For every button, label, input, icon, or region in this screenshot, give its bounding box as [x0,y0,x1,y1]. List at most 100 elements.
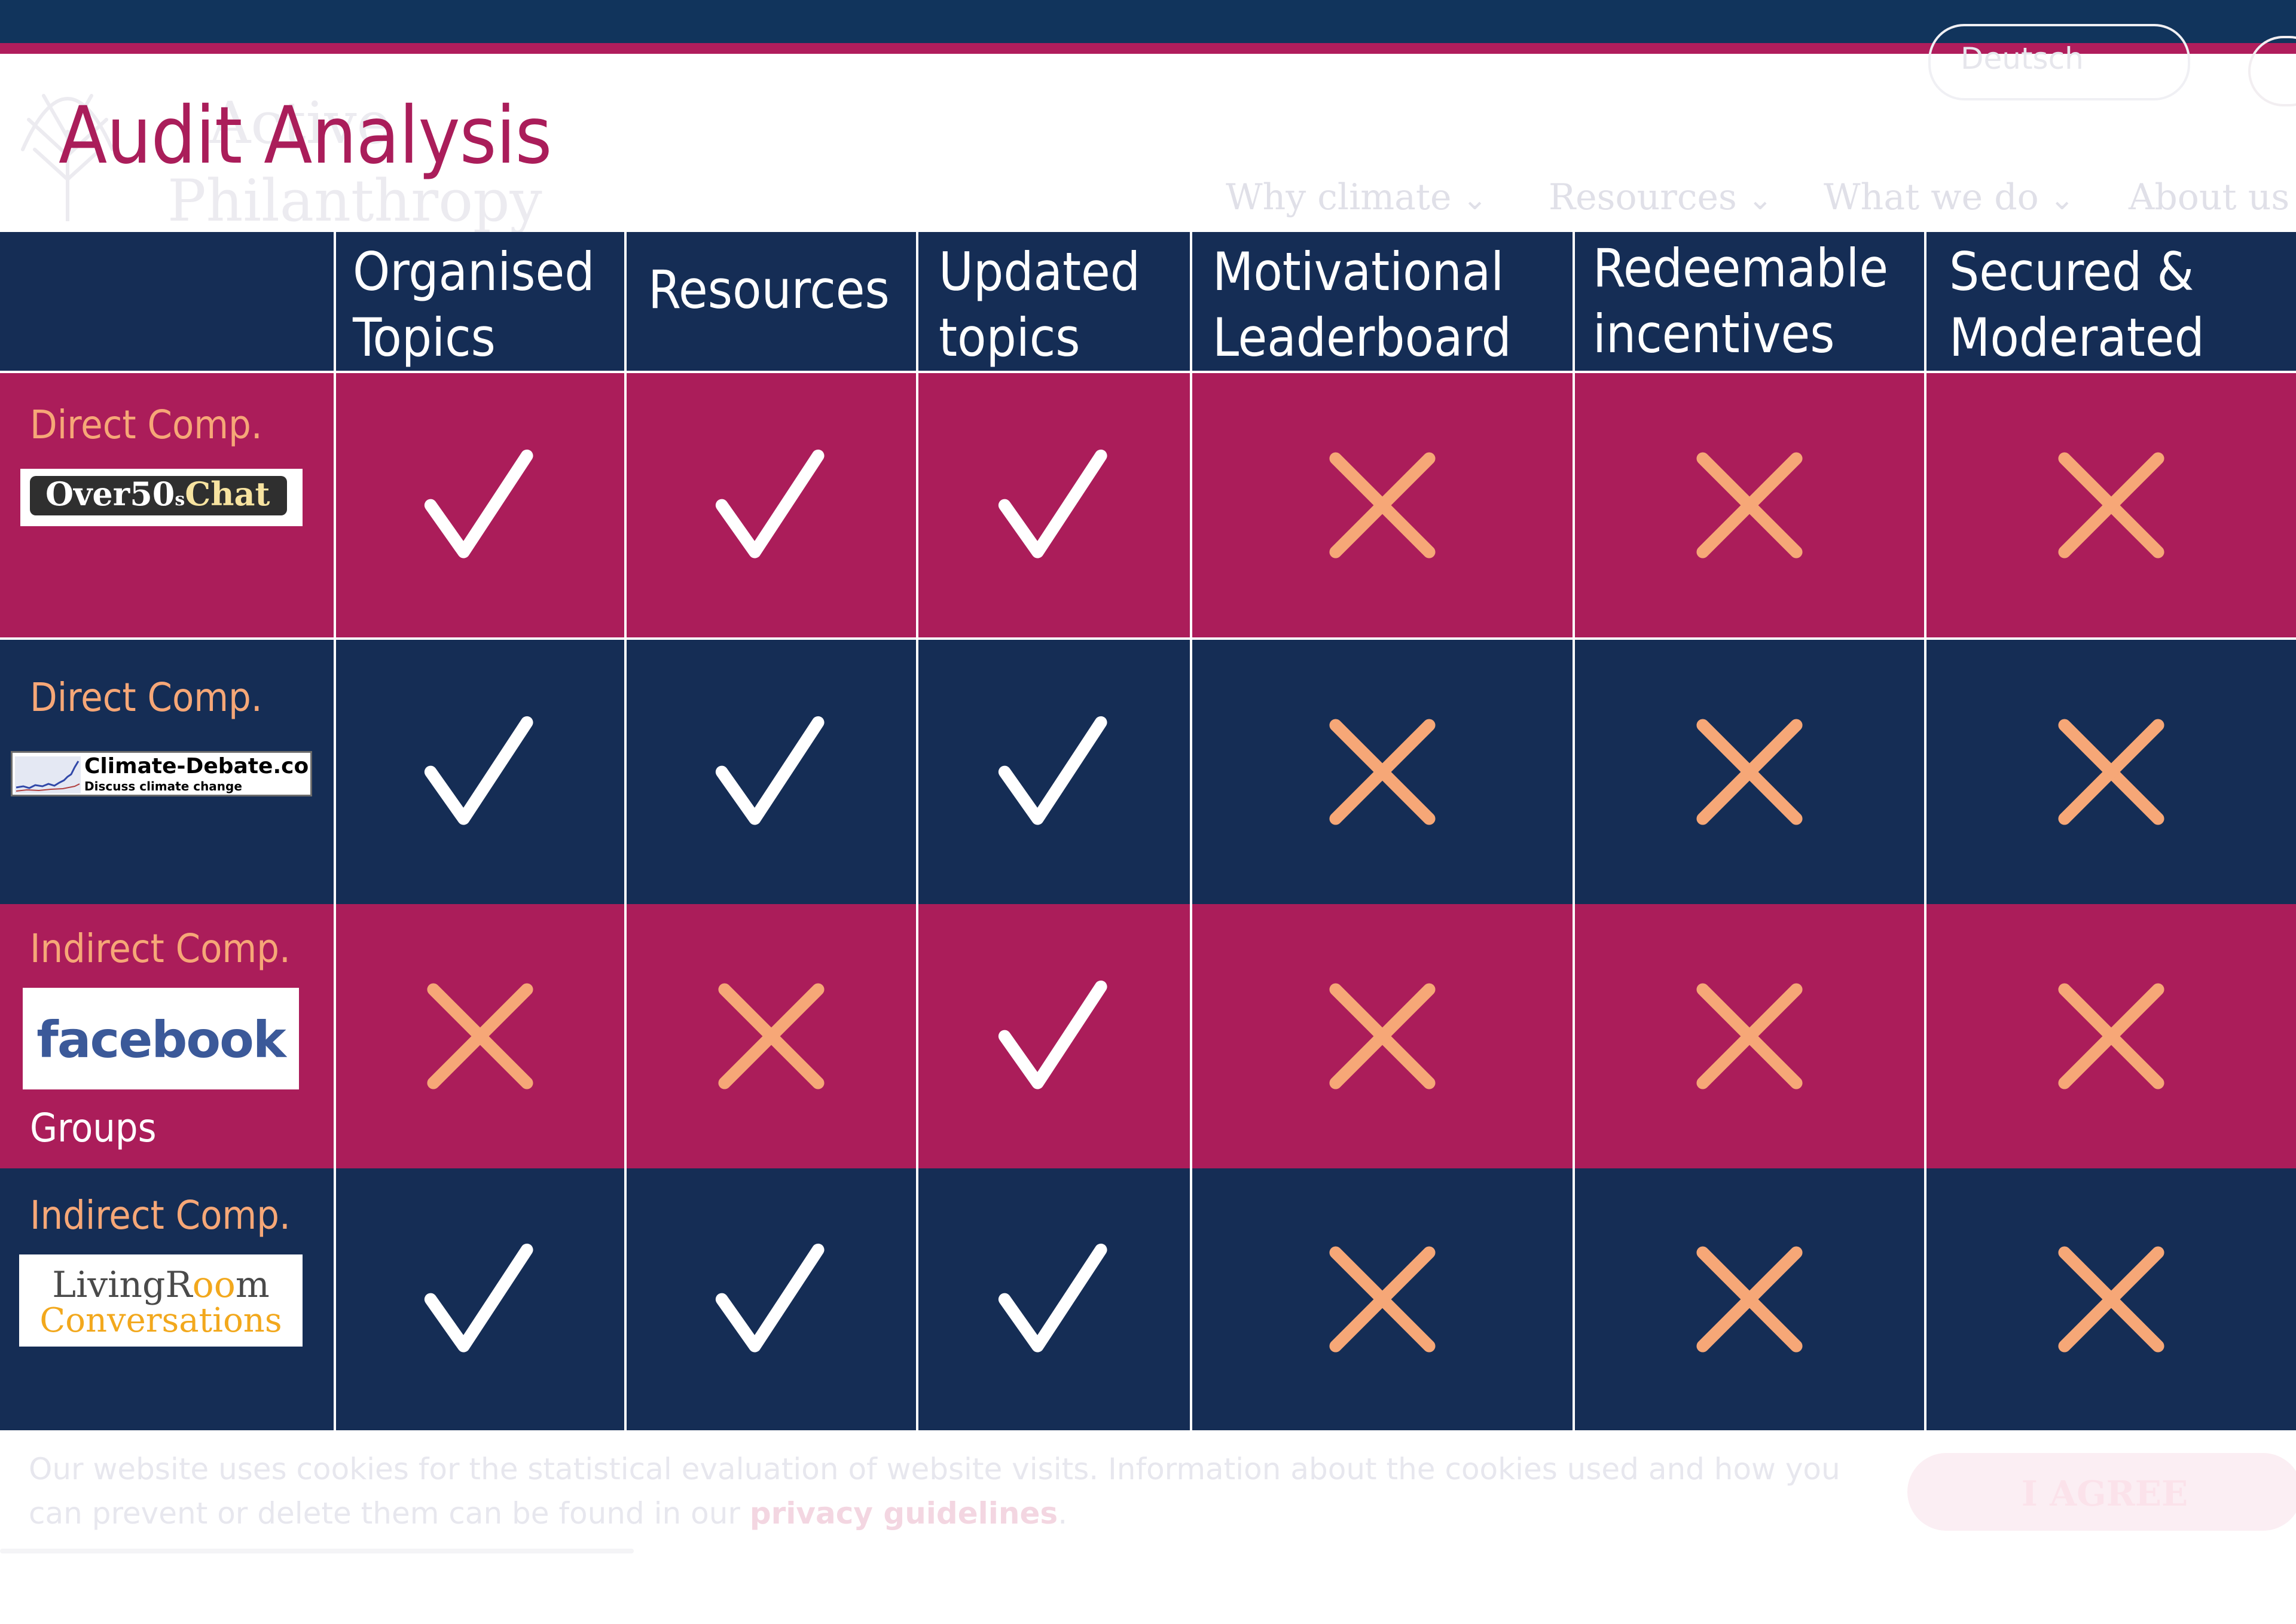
language-label: Deutsch [1961,41,2084,76]
header-line: Motivational [1213,241,1504,303]
logo-text: facebook [36,1011,286,1069]
header-updated-topics: Updated topics [918,232,1190,371]
cell-r4-c3 [918,1168,1190,1430]
header-redeemable-incentives: Redeemable incentives [1575,232,1924,371]
header-line: topics [939,307,1080,368]
cross-icon [718,983,825,1089]
header-corner-cell [0,232,334,371]
cross-icon [1696,1246,1803,1353]
cell-r2-c1 [336,640,624,904]
comparison-table: Organised Topics Resources Updated topics … [0,232,2296,1430]
header-line: Secured & [1949,241,2194,303]
cell-r1-c3 [918,373,1190,637]
cross-icon [1696,452,1803,558]
cell-r1-c1 [336,373,624,637]
climate-graph-icon [15,756,81,793]
cross-icon [1329,983,1436,1089]
checkmark-icon [715,449,825,558]
header-secured-moderated: Secured & Moderated [1926,232,2296,371]
cross-icon [2058,719,2164,825]
over50schat-logo: Over50sChat [20,469,303,526]
cross-icon [2058,1246,2164,1353]
category-label: Indirect Comp. [30,1192,291,1238]
checkmark-icon [424,1243,533,1353]
cross-icon [1329,452,1436,558]
checkmark-icon [715,1243,825,1353]
header-line: Moderated [1949,307,2205,368]
logo-tagline: Discuss climate change [84,779,242,793]
row-climate-debate-label-cell: Direct Comp. Climate-Debate.com Discuss … [0,640,334,904]
checkmark-icon [424,716,533,825]
cross-icon [1696,719,1803,825]
header-motivational-leaderboard: Motivational Leaderboard [1192,232,1573,371]
logo-text-oo: oo [192,1264,236,1306]
header-line: incentives [1593,303,1835,365]
checkmark-icon [424,449,533,558]
chevron-down-icon: ⌄ [1747,182,1773,216]
brand-name-line1: Active [209,90,391,157]
cross-icon [1329,719,1436,825]
privacy-guidelines-link[interactable]: privacy guidelines [749,1496,1058,1531]
facebook-logo: facebook [23,988,299,1089]
nav-label: Why climate [1226,176,1452,218]
header-line: Topics [353,307,496,368]
nav-label: About us [2129,176,2290,218]
cross-icon [2058,452,2164,558]
logo-text-b: m [235,1264,270,1306]
logo-text-chat: Chat [185,475,270,513]
logo-text-main: Over50 [45,475,175,513]
cross-icon [2058,983,2164,1089]
checkmark-icon [998,1243,1107,1353]
nav-item-about-us[interactable]: About us [2129,176,2289,218]
cell-r4-c1 [336,1168,624,1430]
row-livingroom-label-cell: Indirect Comp. LivingRoom Conversations [0,1168,334,1430]
category-label: Direct Comp. [30,674,262,721]
nav-label: Resources [1549,176,1737,218]
language-button[interactable]: Deutsch [1928,24,2190,100]
tree-logo-icon [21,94,114,221]
checkmark-icon [715,716,825,825]
category-label: Indirect Comp. [30,926,291,972]
header-line: Redeemable [1593,237,1889,299]
nav-item-why-climate[interactable]: Why climate ⌄ [1226,176,1487,218]
logo-text-a: LivingR [52,1264,193,1306]
checkmark-icon [998,716,1107,825]
cell-r2-c3 [918,640,1190,904]
cookie-text: Our website uses cookies for the statist… [29,1447,1858,1536]
brand-name-line2: Philanthropy [167,167,542,234]
logo-text-small: s [175,489,185,510]
cookie-text-end: . [1058,1496,1068,1531]
cookie-text-main: Our website uses cookies for the statist… [29,1452,1840,1531]
logo-text-line2: Conversations [39,1301,282,1340]
checkmark-icon [998,980,1107,1089]
chevron-down-icon: ⌄ [1462,182,1488,216]
nav-item-resources[interactable]: Resources ⌄ [1549,176,1773,218]
checkmark-icon [998,449,1107,558]
chevron-down-icon: ⌄ [2049,182,2075,216]
header-line: Organised [353,241,595,303]
cell-r3-c3 [918,904,1190,1168]
header-line: Resources [648,259,890,320]
cell-r4-c2 [627,1168,916,1430]
groups-label: Groups [30,1105,157,1151]
slide-title: Audit Analysis [59,90,552,182]
row-facebook-label-cell: Indirect Comp. facebook Groups [0,904,334,1168]
nav-item-what-we-do[interactable]: What we do ⌄ [1824,176,2075,218]
cross-icon [427,983,533,1089]
top-accent-line [0,43,2296,54]
cell-r2-c2 [627,640,916,904]
agree-button-label: I AGREE [2021,1473,2188,1514]
category-label: Direct Comp. [30,402,262,448]
row-over50schat-label-cell: Direct Comp. Over50sChat [0,373,334,637]
livingroom-conversations-logo: LivingRoom Conversations [19,1254,303,1347]
header-line: Leaderboard [1213,307,1512,368]
cookie-divider [0,1549,634,1553]
agree-button[interactable]: I AGREE [1907,1453,2296,1531]
header-organised-topics: Organised Topics [336,232,624,371]
cell-r1-c2 [627,373,916,637]
top-navy-bar [0,0,2296,43]
climate-debate-logo: Climate-Debate.com Discuss climate chang… [11,751,312,796]
nav-label: What we do [1824,176,2039,218]
header-line: Updated [939,241,1141,303]
cross-icon [1329,1246,1436,1353]
